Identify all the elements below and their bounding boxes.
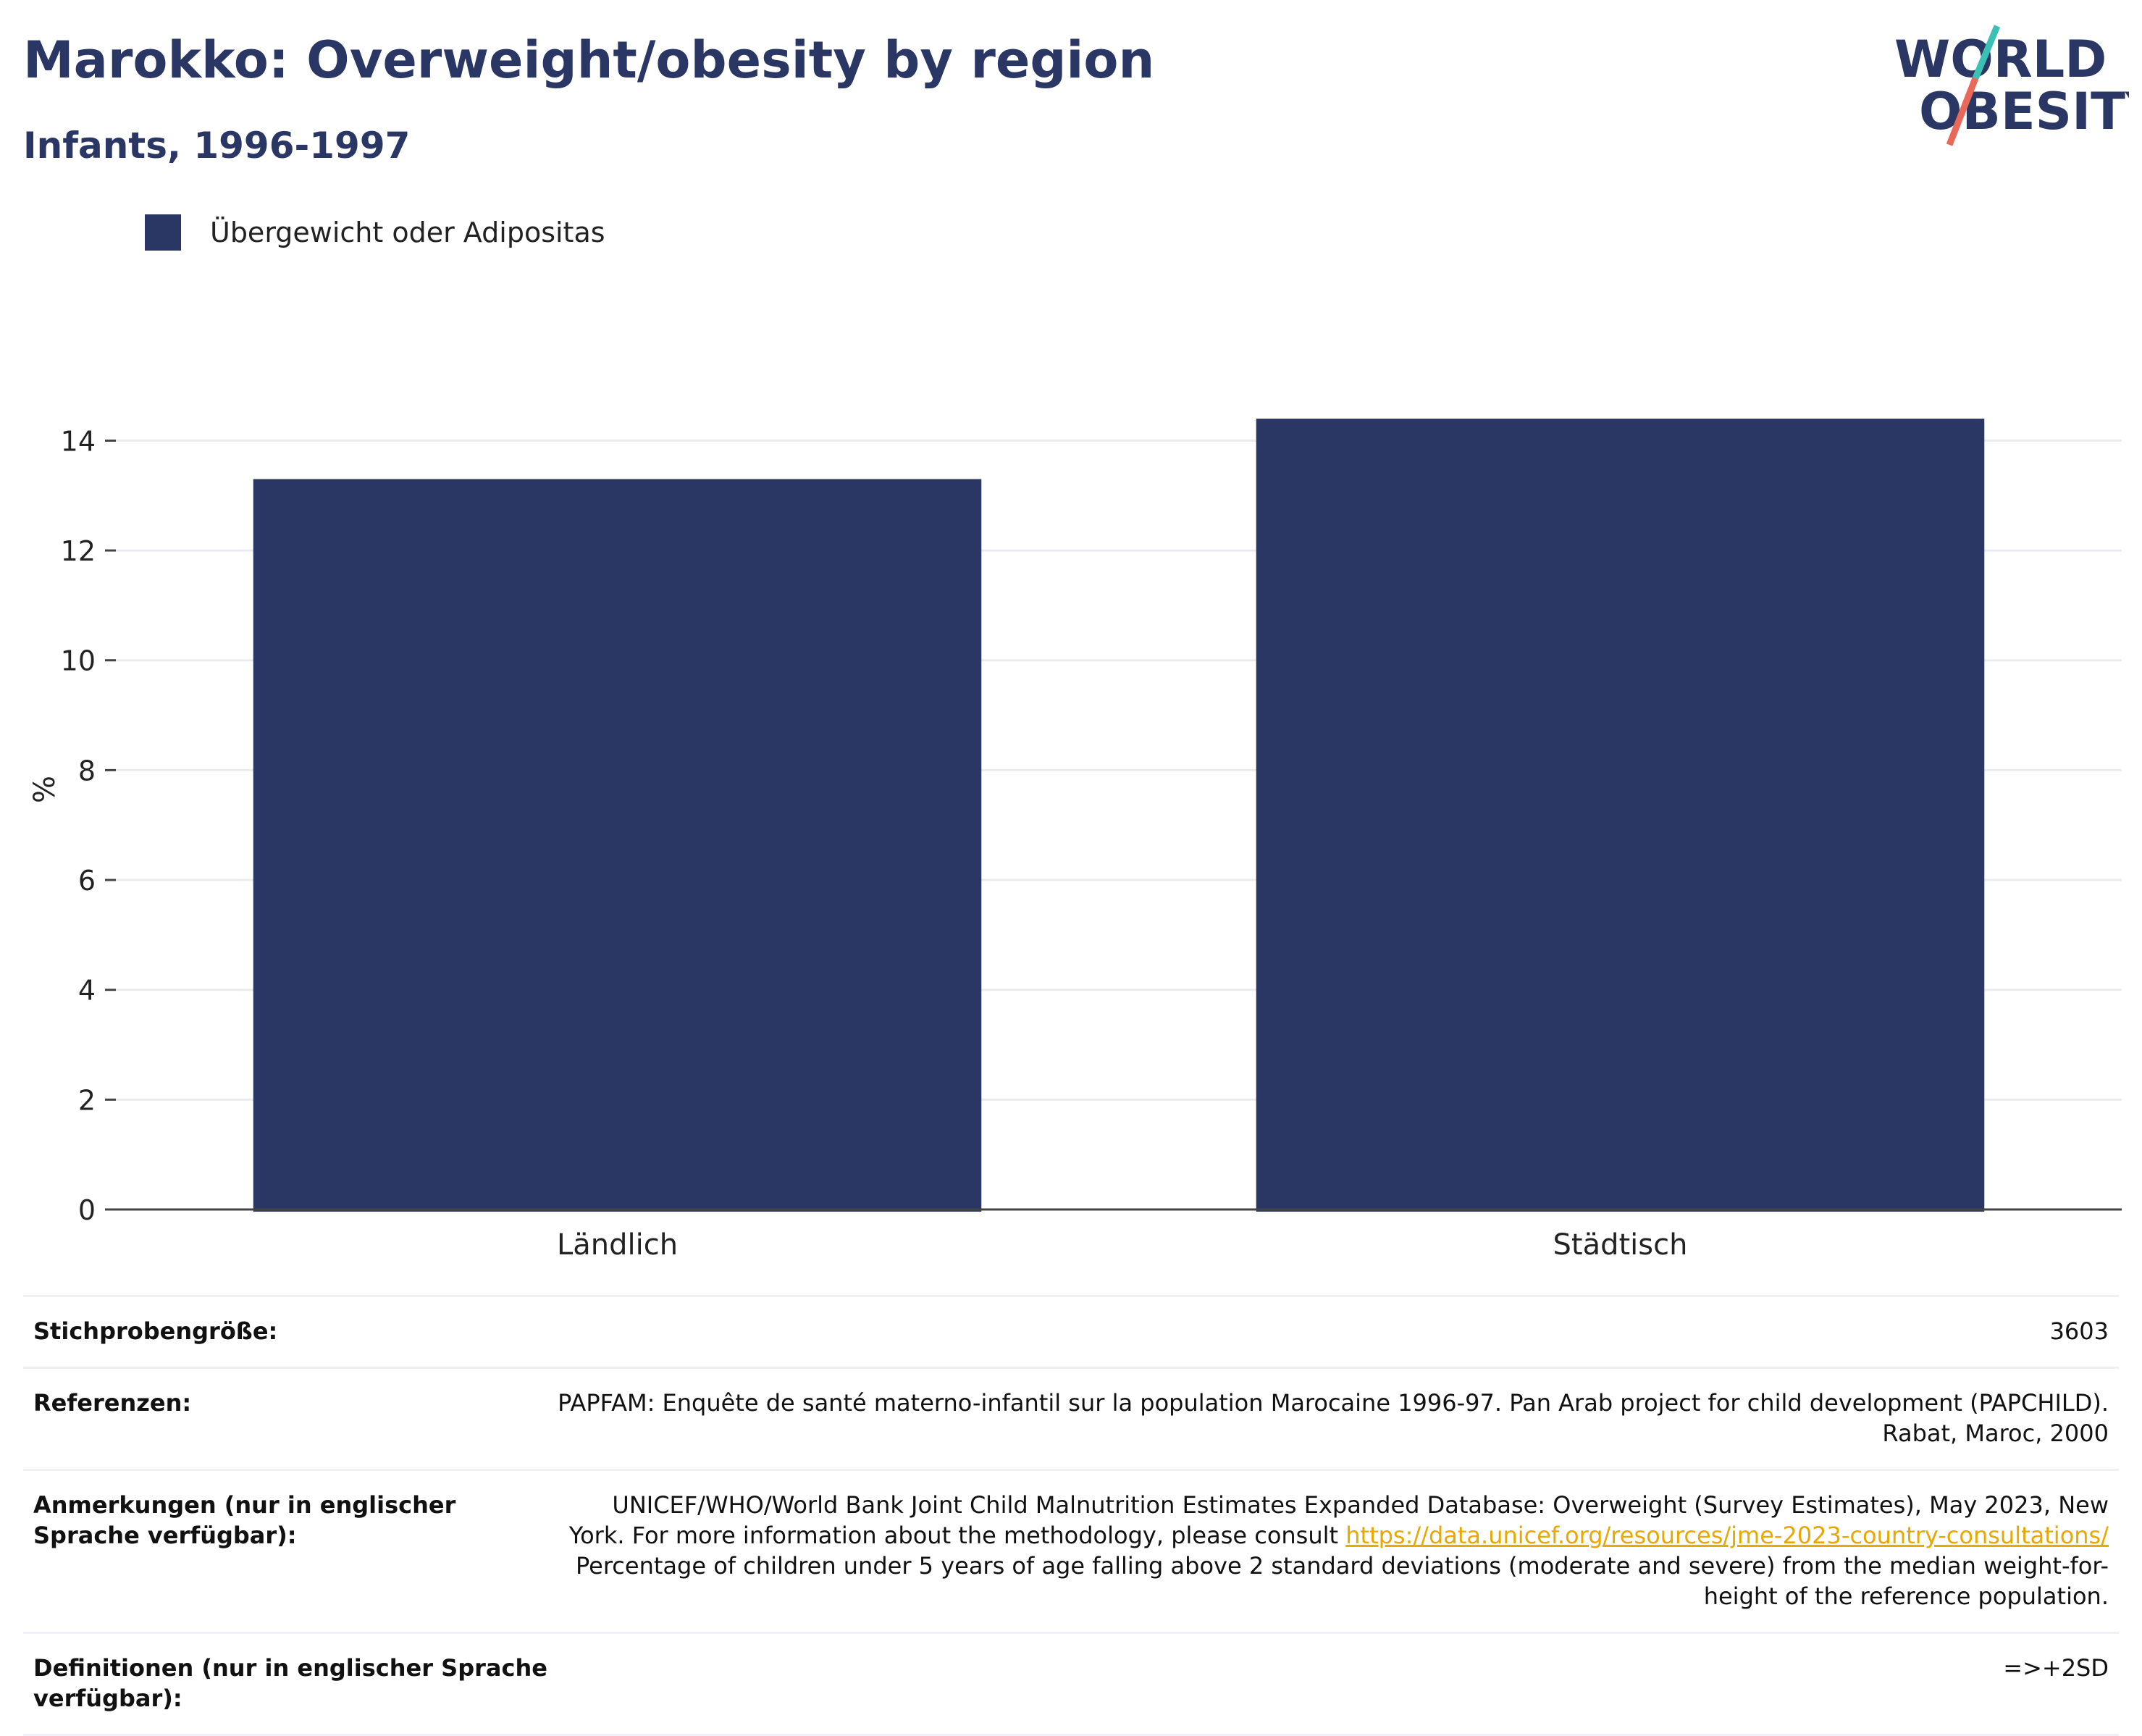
y-axis-label: % xyxy=(28,776,62,803)
bar-chart: 0 2 4 6 8 10 12 14 Ländlich Städtisch % xyxy=(28,419,2122,1262)
notes-link[interactable]: https://data.unicef.org/resources/jme-20… xyxy=(1345,1522,2109,1549)
references-label: Referenzen: xyxy=(33,1389,192,1417)
y-tick-label: 8 xyxy=(78,755,96,787)
y-tick-label: 14 xyxy=(61,425,96,457)
y-tick-label: 10 xyxy=(61,645,96,677)
info-row-references: Referenzen: PAPFAM: Enquête de santé mat… xyxy=(23,1367,2119,1469)
y-tick-label: 4 xyxy=(78,975,96,1007)
references-value: PAPFAM: Enquête de santé materno-infanti… xyxy=(558,1389,2109,1447)
y-tick-label: 2 xyxy=(78,1084,96,1116)
legend-swatch xyxy=(145,214,181,251)
chart-title: Marokko: Overweight/obesity by region xyxy=(23,30,1155,90)
definitions-value: =>+2SD xyxy=(2003,1654,2109,1682)
logo-slash-teal xyxy=(1972,25,2001,80)
y-tick-labels: 0 2 4 6 8 10 12 14 xyxy=(61,425,96,1226)
bars xyxy=(253,419,1985,1212)
notes-label: Anmerkungen (nur in englischer Sprache v… xyxy=(33,1491,456,1549)
bar xyxy=(253,479,982,1212)
notes-text: UNICEF/WHO/World Bank Joint Child Malnut… xyxy=(568,1491,2109,1549)
world-obesity-logo: WORLD OBESITY xyxy=(1894,25,2129,146)
bar xyxy=(1256,419,1985,1212)
y-tick-label: 6 xyxy=(78,865,96,897)
sample-size-value: 3603 xyxy=(2049,1317,2109,1345)
y-tick-label: 12 xyxy=(61,535,96,567)
notes-text-2: Percentage of children under 5 years of … xyxy=(576,1552,2109,1610)
sample-size-label: Stichprobengröße: xyxy=(33,1317,278,1345)
legend-label: Übergewicht oder Adipositas xyxy=(210,217,605,248)
x-tick-labels: Ländlich Städtisch xyxy=(557,1228,1688,1262)
logo-line1: WORLD xyxy=(1894,30,2107,89)
info-row-sample: Stichprobengröße: 3603 xyxy=(23,1295,2119,1367)
logo-slash-red xyxy=(1946,77,1979,146)
x-tick-label: Städtisch xyxy=(1553,1228,1688,1262)
info-table: Stichprobengröße: 3603 Referenzen: PAPFA… xyxy=(23,1295,2119,1736)
x-tick-label: Ländlich xyxy=(557,1228,678,1262)
chart-subtitle: Infants, 1996-1997 xyxy=(23,125,411,167)
info-row-notes: Anmerkungen (nur in englischer Sprache v… xyxy=(23,1469,2119,1632)
notes-value: UNICEF/WHO/World Bank Joint Child Malnut… xyxy=(555,1490,2119,1611)
definitions-label: Definitionen (nur in englischer Sprache … xyxy=(33,1654,547,1712)
info-row-definitions: Definitionen (nur in englischer Sprache … xyxy=(23,1632,2119,1736)
legend[interactable]: Übergewicht oder Adipositas xyxy=(145,214,605,251)
y-tick-label: 0 xyxy=(78,1194,96,1226)
